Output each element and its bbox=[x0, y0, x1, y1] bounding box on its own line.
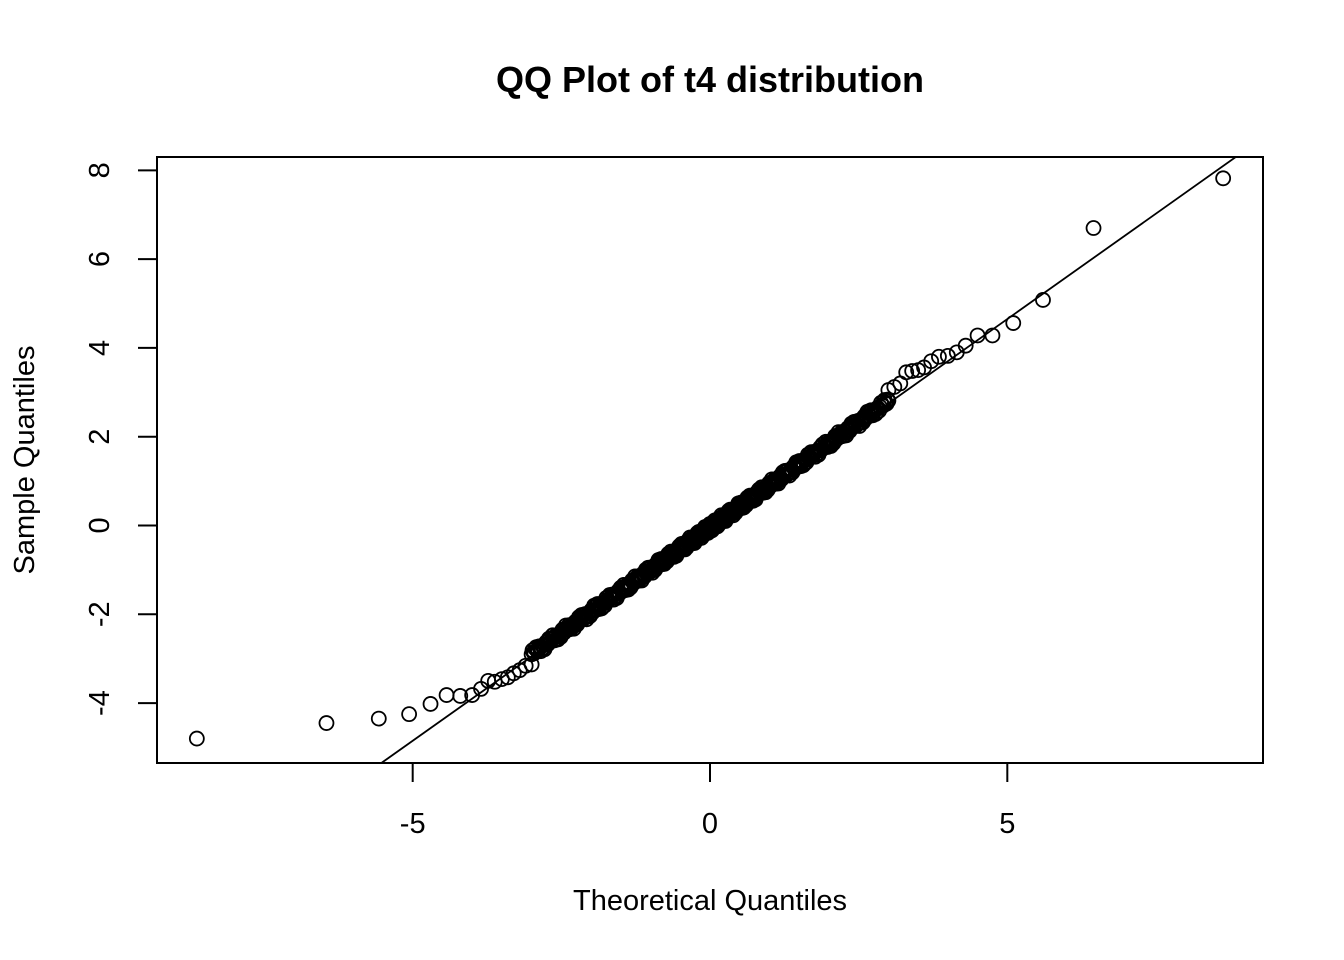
x-tick-label: 0 bbox=[702, 808, 718, 840]
data-point bbox=[880, 392, 897, 409]
x-axis-label: Theoretical Quantiles bbox=[573, 885, 847, 917]
plot-frame bbox=[156, 156, 1264, 764]
data-point bbox=[939, 347, 956, 364]
y-tick-label: 0 bbox=[84, 517, 116, 533]
plot-area bbox=[188, 157, 1238, 763]
y-tick-label: -2 bbox=[84, 601, 116, 627]
x-axis: -5 0 5 bbox=[400, 762, 1015, 840]
data-point bbox=[318, 715, 335, 731]
y-tick-label: 8 bbox=[84, 162, 116, 178]
y-axis-label: Sample Quantiles bbox=[9, 346, 41, 575]
data-point bbox=[957, 337, 974, 354]
data-point bbox=[1005, 315, 1022, 331]
data-point bbox=[931, 348, 947, 365]
data-point bbox=[923, 353, 940, 370]
data-point bbox=[401, 706, 418, 723]
data-point bbox=[1035, 292, 1051, 308]
points-layer bbox=[188, 170, 1232, 747]
y-tick-label: 6 bbox=[84, 251, 116, 267]
data-point bbox=[904, 363, 921, 379]
y-tick-label: 4 bbox=[84, 340, 116, 356]
y-tick-label: -4 bbox=[84, 690, 116, 716]
chart-title: QQ Plot of t4 distribution bbox=[496, 59, 924, 100]
data-point bbox=[188, 730, 205, 747]
y-tick-label: 2 bbox=[84, 429, 116, 445]
data-point bbox=[370, 710, 387, 727]
data-point bbox=[898, 364, 915, 381]
data-point bbox=[452, 688, 469, 704]
x-tick-label: -5 bbox=[400, 808, 426, 840]
data-point bbox=[1085, 220, 1102, 236]
data-point bbox=[422, 696, 439, 712]
data-point bbox=[984, 327, 1001, 344]
data-point bbox=[438, 687, 455, 703]
data-point bbox=[1215, 170, 1232, 187]
x-tick-label: 5 bbox=[999, 808, 1015, 840]
y-axis: -4 -2 0 2 4 6 8 bbox=[84, 162, 158, 716]
